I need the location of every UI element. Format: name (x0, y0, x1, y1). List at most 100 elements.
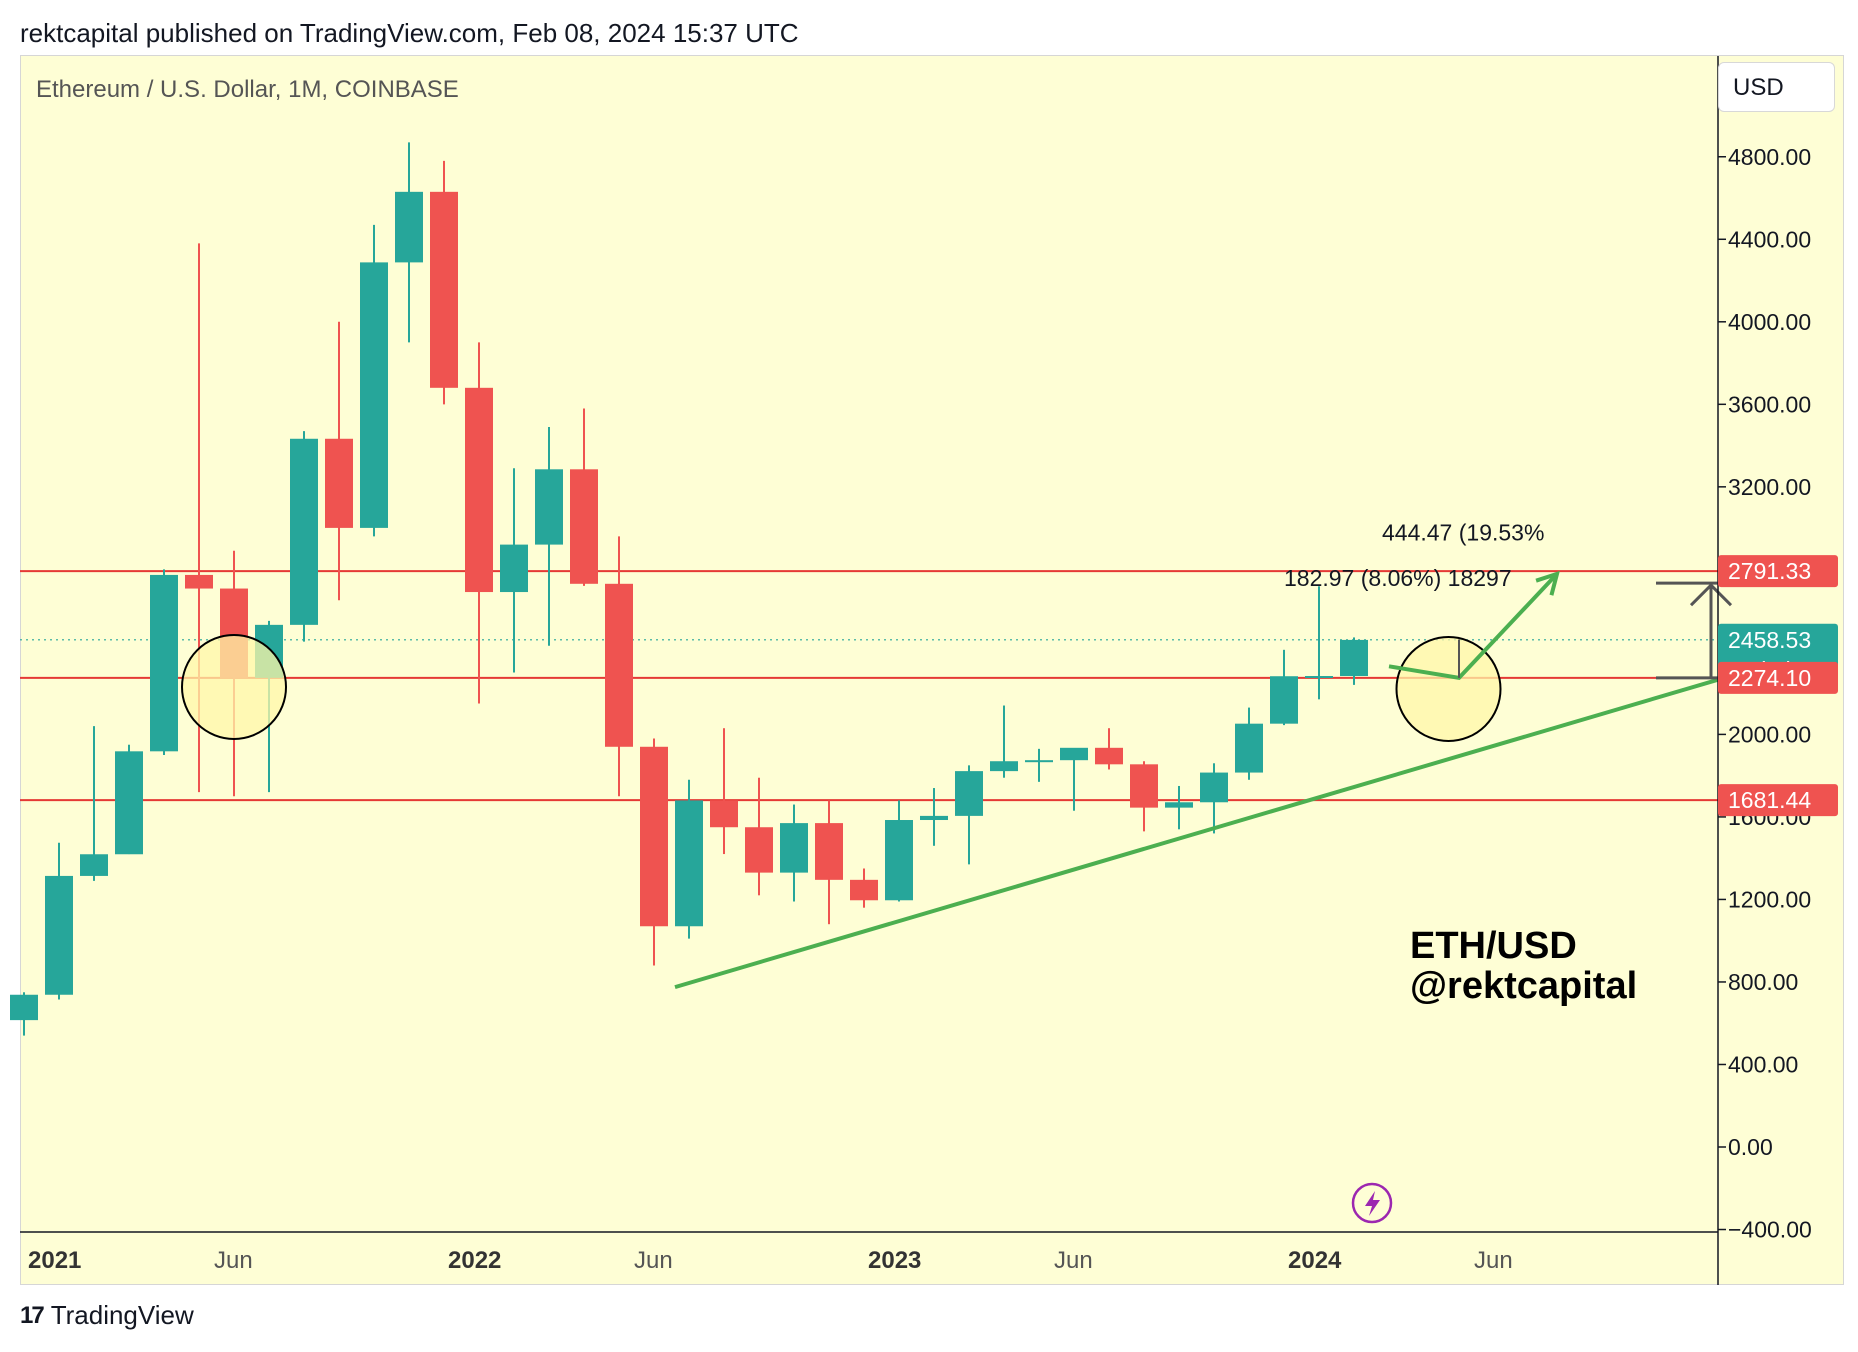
candle-body (605, 583, 633, 747)
candle-body (1095, 747, 1123, 765)
candle (570, 408, 598, 586)
candle-body (850, 879, 878, 901)
tradingview-mark-icon: 17 (20, 1301, 45, 1329)
candle-body (675, 800, 703, 927)
price-badge-bg (1718, 784, 1838, 817)
candle (430, 160, 458, 405)
projection-path (1388, 572, 1559, 681)
candle (1270, 649, 1298, 726)
time-tick-label: Jun (1054, 1247, 1093, 1274)
candle-body (45, 875, 73, 995)
candle-body (290, 438, 318, 625)
candle-body (1025, 760, 1053, 763)
candle-body (1130, 764, 1158, 808)
candle (325, 321, 353, 601)
lightning-icon (1351, 1182, 1393, 1224)
candle-body (1200, 772, 1228, 803)
candle-body (1305, 676, 1333, 679)
price-badge-label: 1681.44 (1728, 787, 1811, 813)
candle (80, 726, 108, 881)
price-tick-label: 4000.00 (1728, 309, 1811, 335)
candle (500, 468, 528, 673)
candle (920, 788, 948, 846)
candle-body (990, 761, 1018, 772)
watermark-handle: @rektcapital (1410, 965, 1637, 1007)
candle (45, 842, 73, 1000)
candle (1060, 747, 1088, 811)
highlight-circle (181, 633, 287, 740)
measure-arrowhead (1689, 583, 1733, 607)
price-axis: −400.000.00400.00800.001200.001600.00200… (1717, 56, 1838, 1285)
candle (395, 142, 423, 343)
candle (710, 728, 738, 855)
candle (1165, 785, 1193, 830)
price-tick-label: 3600.00 (1728, 391, 1811, 417)
candle (1025, 748, 1053, 782)
candle (290, 431, 318, 642)
candle-body (815, 823, 843, 880)
candle (675, 779, 703, 939)
price-tick-label: 4400.00 (1728, 226, 1811, 252)
support-trendline (674, 663, 1768, 990)
price-badge-bg (1718, 555, 1838, 588)
price-tick-label: 3200.00 (1728, 474, 1811, 500)
candle-body (150, 574, 178, 752)
candle (1305, 586, 1333, 700)
candle (745, 777, 773, 896)
candle (10, 992, 38, 1036)
candle (815, 800, 843, 925)
time-tick-label: 2023 (868, 1247, 921, 1274)
lightning-icon-bolt (1365, 1191, 1380, 1216)
price-badge: 1681.44 (1718, 784, 1838, 817)
candle (1340, 637, 1368, 685)
measure-label: 444.47 (19.53% (1382, 519, 1544, 545)
time-tick-label: 2021 (28, 1247, 81, 1274)
symbol-title: Ethereum / U.S. Dollar, 1M, COINBASE (36, 76, 459, 103)
candle-body (885, 820, 913, 901)
candle (850, 868, 878, 908)
candle-body (185, 574, 213, 589)
candle (150, 569, 178, 756)
tradingview-logo[interactable]: 17 TradingView (20, 1300, 194, 1331)
time-tick-label: 2024 (1288, 1247, 1342, 1274)
chart-frame (20, 55, 1844, 1285)
price-badge: 2274.10 (1718, 661, 1838, 694)
price-tick-label: −400.00 (1728, 1217, 1812, 1243)
price-tick-label: 800.00 (1728, 969, 1798, 995)
price-tick-label: 4800.00 (1728, 144, 1811, 170)
time-tick-label: 2022 (448, 1247, 501, 1274)
time-axis: 2021 Jun 2022 Jun 2023 Jun 2024 Jun (20, 1231, 1718, 1274)
time-tick-label: Jun (634, 1247, 673, 1274)
candle-body (1340, 639, 1368, 677)
measure-label: 182.97 (8.06%) 18297 (1284, 565, 1512, 591)
price-badge-label: 2791.33 (1728, 558, 1811, 584)
currency-button[interactable]: USD (1718, 62, 1835, 112)
candle-body (430, 191, 458, 388)
price-badge-label: 2458.53 (1728, 627, 1811, 653)
candle (1095, 728, 1123, 770)
projection-arrowhead (1535, 570, 1560, 596)
price-badge-bg (1718, 661, 1838, 694)
candle (1235, 707, 1263, 780)
candle-body (1060, 747, 1088, 761)
price-tick-label: 1200.00 (1728, 886, 1811, 912)
candle-body (10, 994, 38, 1021)
drawings: 444.47 (19.53% 182.97 (8.06%) 18297 ETH/US… (181, 519, 1768, 1224)
candle-body (360, 262, 388, 528)
candle-body (1165, 802, 1193, 808)
lightning-icon-ring (1351, 1182, 1393, 1224)
candle-body (325, 438, 353, 528)
candle-body (500, 544, 528, 593)
time-tick-label: Jun (214, 1247, 253, 1274)
candle-body (115, 751, 143, 855)
candle-body (745, 827, 773, 873)
candle-body (1270, 676, 1298, 724)
time-tick-label: Jun (1474, 1247, 1513, 1274)
candle-body (80, 854, 108, 876)
candle (885, 800, 913, 902)
candle-body (710, 800, 738, 828)
candle (605, 536, 633, 797)
candle (115, 744, 143, 855)
price-tick-label: 400.00 (1728, 1051, 1798, 1077)
